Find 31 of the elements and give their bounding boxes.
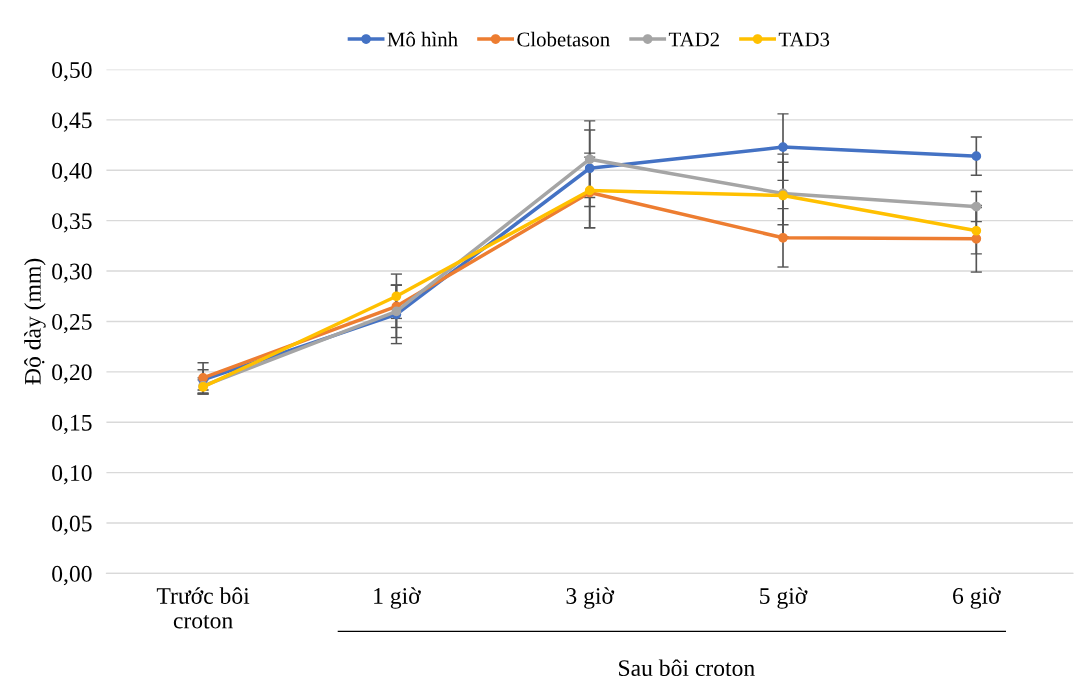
- point: [391, 291, 402, 302]
- y-tick-label: 0,15: [52, 414, 92, 435]
- x-tick-label: 6 giờ: [953, 587, 1001, 609]
- y-tick-label: 0,35: [52, 213, 92, 233]
- y-tick-label: 0,00: [52, 565, 92, 586]
- y-tick-label: 0,40: [52, 162, 92, 183]
- legend-label: Clobetason: [517, 31, 610, 47]
- y-tick-label: 0,25: [52, 313, 92, 334]
- x-tick-label: Trước bôi croton: [156, 587, 250, 629]
- point: [971, 225, 982, 236]
- point: [778, 142, 788, 152]
- x-tick-label: 3 giờ: [566, 587, 615, 609]
- y-tick-label: 0,20: [52, 364, 92, 384]
- y-tick-label: 0,05: [52, 515, 92, 535]
- point: [778, 232, 788, 243]
- legend-label: TAD2: [668, 32, 719, 47]
- y-tick-label: 0,10: [52, 465, 92, 485]
- point: [971, 233, 982, 244]
- y-tick-label: 0,30: [52, 263, 92, 283]
- point: [971, 201, 982, 212]
- point: [584, 154, 595, 165]
- text: Sau bôi croton: [619, 659, 755, 677]
- legend-label: Mô hình: [387, 31, 458, 47]
- y-tick-label: 0,45: [52, 112, 92, 132]
- point: [584, 163, 595, 174]
- x-tick-label: 1 giờ: [374, 587, 421, 609]
- x-tick-label: 5 giờ: [760, 587, 808, 609]
- y-axis-title: Độ dày (mm): [24, 258, 46, 385]
- legend-label: TAD3: [778, 32, 830, 47]
- point: [971, 151, 982, 162]
- y-tick-label: 0,50: [52, 61, 92, 82]
